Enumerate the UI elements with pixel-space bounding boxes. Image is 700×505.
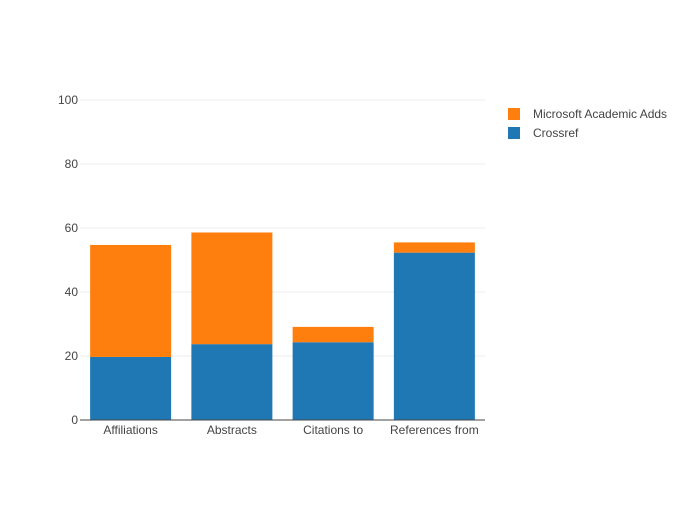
bar-crossref-citations-to [292,342,374,420]
y-tick-label: 100 [58,93,78,107]
bar-crossref-references-from [393,252,475,420]
legend-swatch [508,108,520,120]
bar-crossref-affiliations [90,356,172,420]
y-tick-label: 40 [65,285,79,299]
legend-label: Microsoft Academic Adds [533,107,667,121]
y-tick-label: 20 [65,349,79,363]
bar-microsoft-academic-adds-affiliations [90,244,172,357]
legend-swatch [508,127,520,139]
x-tick-label: Affiliations [103,423,157,437]
legend: Microsoft Academic Adds Crossref [508,107,667,140]
bar-microsoft-academic-adds-references-from [393,242,475,253]
axes: 0 20 40 60 80 100 Affiliations Abstracts Citatio… [58,93,485,437]
legend-label: Crossref [533,126,579,140]
y-tick-label: 80 [65,157,79,171]
x-tick-label: References from [390,423,479,437]
x-tick-label: Abstracts [207,423,257,437]
x-tick-label: Citations to [303,423,363,437]
y-tick-label: 60 [65,221,79,235]
bar-microsoft-academic-adds-citations-to [292,326,374,343]
bar-microsoft-academic-adds-abstracts [191,232,273,345]
bar-crossref-abstracts [191,344,273,420]
y-tick-label: 0 [71,413,78,427]
bars [90,232,475,420]
